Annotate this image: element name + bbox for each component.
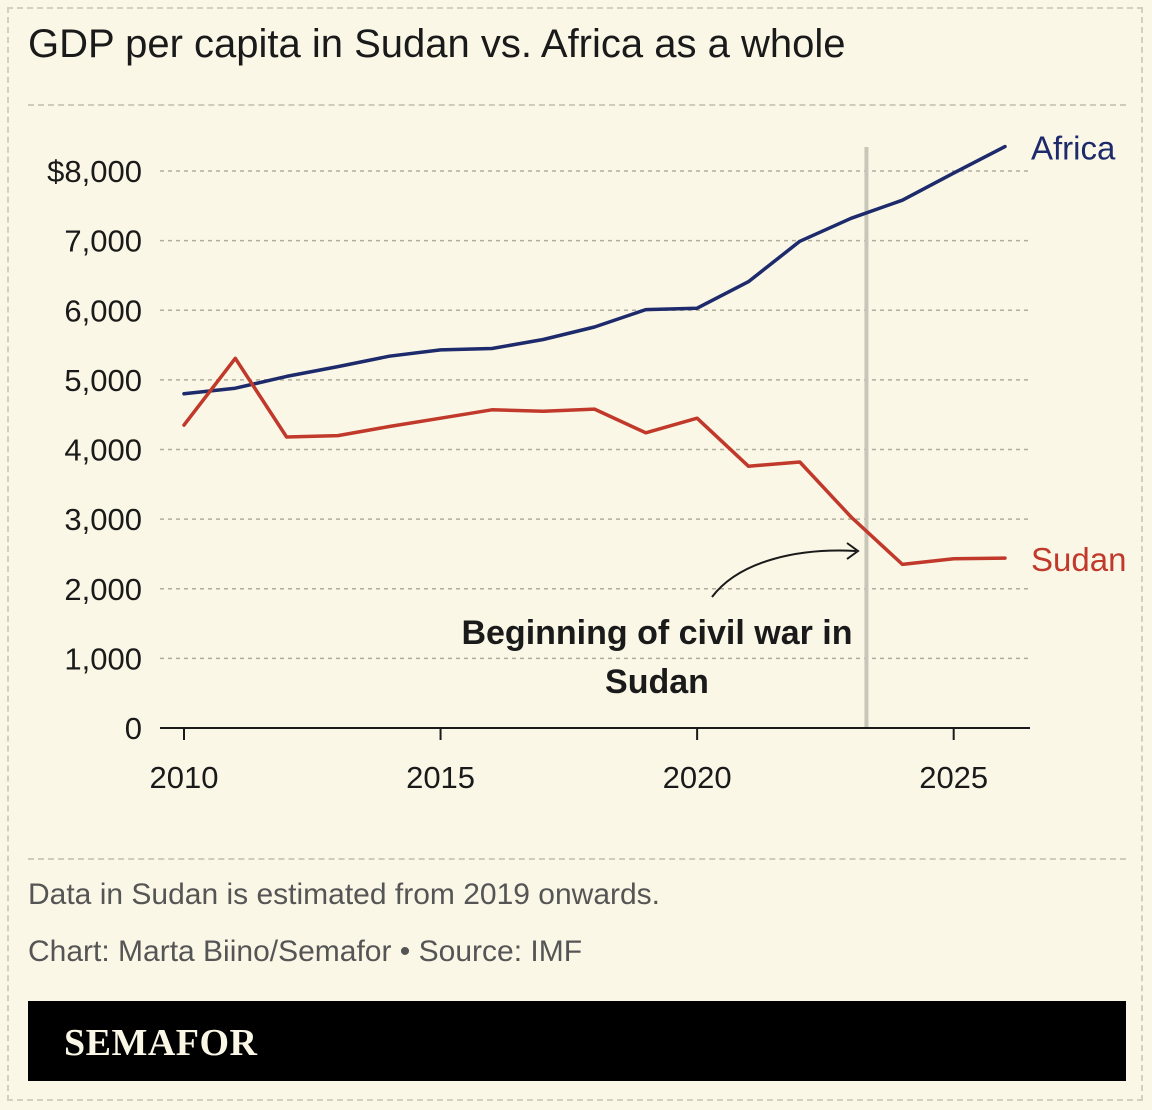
x-tick-label: 2025	[919, 760, 988, 795]
y-tick-label: 5,000	[64, 363, 142, 398]
series-label-africa: Africa	[1031, 130, 1116, 167]
y-tick-label: 0	[125, 711, 142, 746]
x-tick-label: 2010	[150, 760, 219, 795]
series-lines	[182, 144, 1007, 567]
series-line-africa	[182, 144, 1007, 396]
footnote: Data in Sudan is estimated from 2019 onw…	[28, 878, 661, 911]
series-line-sudan	[182, 356, 1007, 567]
labels: 0 1,000 2,000 3,000 4,000 5,000 6,000 7,000 $8,0…	[47, 130, 1126, 795]
line-chart: 0 1,000 2,000 3,000 4,000 5,000 6,000 7,000 $8,0…	[47, 130, 1126, 795]
axes	[160, 727, 1030, 740]
y-tick-label: 6,000	[64, 293, 142, 328]
brand-logo: SEMAFOR	[64, 1022, 258, 1064]
credit-line: Chart: Marta Biino/Semafor • Source: IMF	[28, 935, 583, 968]
series-label-sudan: Sudan	[1031, 541, 1126, 578]
y-tick-label: 7,000	[64, 224, 142, 259]
bottom-divider	[28, 858, 1126, 860]
chart-frame	[7, 7, 1143, 1101]
y-tick-label: $8,000	[47, 154, 142, 189]
y-tick-label: 2,000	[64, 572, 142, 607]
x-tick-label: 2020	[663, 760, 732, 795]
annotation-text-line-1: Beginning of civil war in	[461, 614, 852, 652]
y-tick-label: 4,000	[64, 433, 142, 468]
annotation-text-line-2: Sudan	[605, 663, 709, 701]
gridlines	[160, 170, 1030, 660]
y-tick-label: 3,000	[64, 502, 142, 537]
top-divider	[28, 104, 1126, 106]
x-tick-label: 2015	[406, 760, 475, 795]
annotation-arrowhead	[846, 542, 860, 560]
brand-bar: SEMAFOR	[28, 1001, 1126, 1081]
chart-title: GDP per capita in Sudan vs. Africa as a …	[28, 22, 846, 66]
annotation-arrow	[711, 549, 857, 598]
y-tick-label: 1,000	[64, 641, 142, 676]
